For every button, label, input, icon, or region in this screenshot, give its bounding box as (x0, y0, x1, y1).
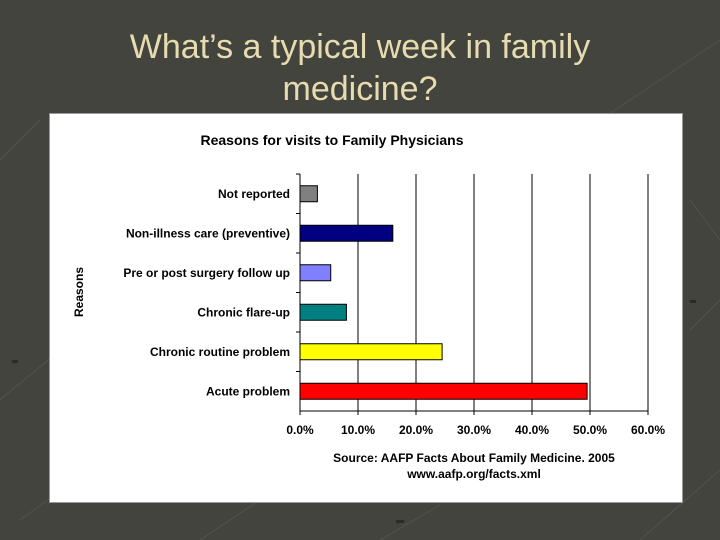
x-tick-label: 0.0% (286, 423, 314, 437)
bar (299, 264, 332, 282)
bars (299, 185, 588, 400)
slide-title-line-2: medicine? (282, 70, 438, 108)
category-label: Pre or post surgery follow up (123, 266, 290, 280)
source-line-1: Source: AAFP Facts About Family Medicine… (333, 451, 615, 465)
slide-title: What’s a typical week in family medicine… (40, 26, 680, 110)
source-line-2: www.aafp.org/facts.xml (406, 467, 541, 481)
category-label: Non-illness care (preventive) (126, 226, 290, 240)
category-label: Not reported (218, 187, 290, 201)
bar (299, 224, 394, 242)
x-tick-labels: 0.0% 10.0% 20.0% 30.0% 40.0% 50.0% 60.0% (286, 423, 665, 437)
x-tick-label: 60.0% (631, 423, 665, 437)
bar (299, 343, 443, 361)
axes (296, 173, 649, 415)
bar (299, 382, 588, 400)
x-tick-label: 20.0% (399, 423, 433, 437)
grid-lines (357, 174, 649, 411)
category-label: Acute problem (206, 384, 290, 398)
slide-title-line-1: What’s a typical week in family (129, 28, 591, 66)
x-tick-label: 30.0% (457, 423, 491, 437)
y-axis-label: Reasons (72, 267, 86, 317)
bar-chart: Reasons for visits to Family Physicians … (72, 132, 665, 481)
category-label: Chronic routine problem (150, 345, 290, 359)
x-tick-label: 10.0% (341, 423, 375, 437)
category-label: Chronic flare-up (197, 305, 290, 319)
x-tick-label: 40.0% (515, 423, 549, 437)
category-labels: Not reported Non-illness care (preventive… (123, 187, 290, 399)
bar (299, 185, 318, 203)
x-tick-label: 50.0% (573, 423, 607, 437)
bar (299, 303, 347, 321)
chart-panel: Reasons for visits to Family Physicians … (49, 113, 683, 503)
chart-title: Reasons for visits to Family Physicians (201, 132, 464, 148)
